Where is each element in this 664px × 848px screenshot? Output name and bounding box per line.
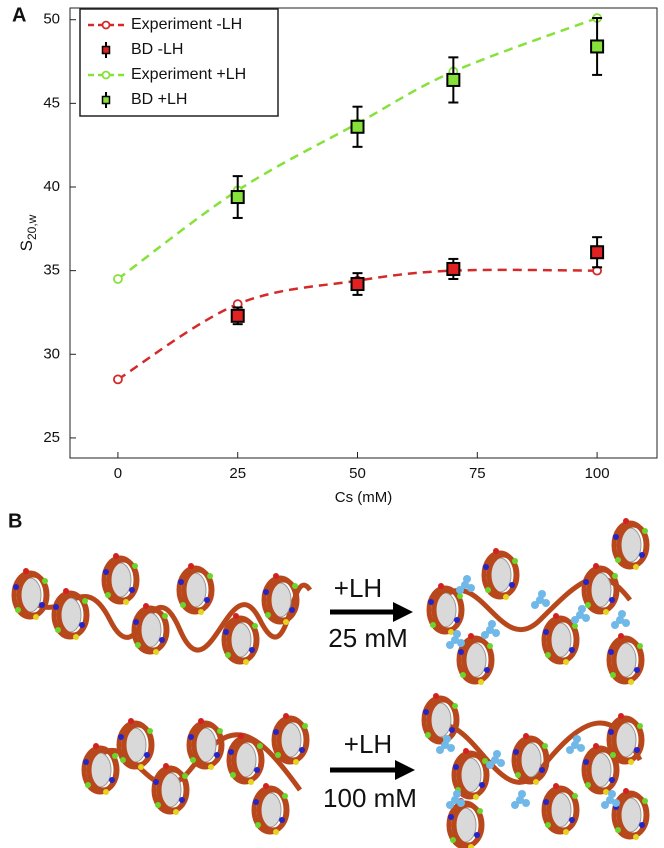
y-tick-label: 50 xyxy=(43,11,60,28)
arrow xyxy=(330,602,413,622)
chart: 0 25 50 75 100 25 30 35 40 45 50 Cs (mM) S20,w Experi… xyxy=(17,7,658,506)
condition-concentration: 25 mM xyxy=(328,623,407,653)
data-point xyxy=(113,274,123,284)
condition-label: +LH xyxy=(334,573,382,603)
legend-box xyxy=(79,8,279,117)
data-point xyxy=(446,72,461,87)
data-point xyxy=(230,190,245,205)
y-tick-label: 45 xyxy=(43,94,60,111)
data-point xyxy=(350,277,365,292)
structure-image xyxy=(423,693,648,848)
y-tick-label: 40 xyxy=(43,178,60,195)
data-point xyxy=(590,39,605,54)
structure-image xyxy=(83,713,308,835)
x-tick-label: 100 xyxy=(585,465,610,482)
structure-image xyxy=(428,518,648,685)
panel-label: B xyxy=(8,510,22,532)
plot-area xyxy=(69,7,658,459)
series-line xyxy=(117,268,598,381)
x-tick-label: 50 xyxy=(349,465,366,482)
data-point xyxy=(590,245,605,260)
panel-label: A xyxy=(12,4,26,26)
data-point xyxy=(230,308,245,323)
condition-label: +LH xyxy=(344,729,392,759)
legend-swatch xyxy=(101,20,111,30)
legend-label: BD +LH xyxy=(131,91,187,108)
x-tick-label: 75 xyxy=(469,465,486,482)
x-axis-label: Cs (mM) xyxy=(335,489,392,506)
y-axis-label-subscript: 20,w xyxy=(25,214,39,240)
data-point xyxy=(446,261,461,276)
y-tick-label: 30 xyxy=(43,345,60,362)
structure-image xyxy=(13,553,313,665)
y-axis-label-text: S xyxy=(17,240,36,251)
condition-concentration: 100 mM xyxy=(323,783,417,813)
arrow xyxy=(330,760,415,780)
x-tick-label: 0 xyxy=(114,465,122,482)
y-axis-label: S20,w xyxy=(17,214,39,251)
legend-swatch xyxy=(101,95,111,105)
data-point xyxy=(350,119,365,134)
legend-label: Experiment -LH xyxy=(131,16,242,33)
y-tick-label: 35 xyxy=(43,262,60,279)
x-tick-label: 25 xyxy=(229,465,246,482)
legend-label: Experiment +LH xyxy=(131,66,246,83)
legend-swatch xyxy=(101,45,111,55)
y-tick-label: 25 xyxy=(43,429,60,446)
data-point xyxy=(113,374,123,385)
legend-label: BD -LH xyxy=(131,41,183,58)
legend-swatch xyxy=(101,70,111,80)
legend: Experiment -LH BD -LH Experiment +LH BD +LH xyxy=(79,8,279,117)
